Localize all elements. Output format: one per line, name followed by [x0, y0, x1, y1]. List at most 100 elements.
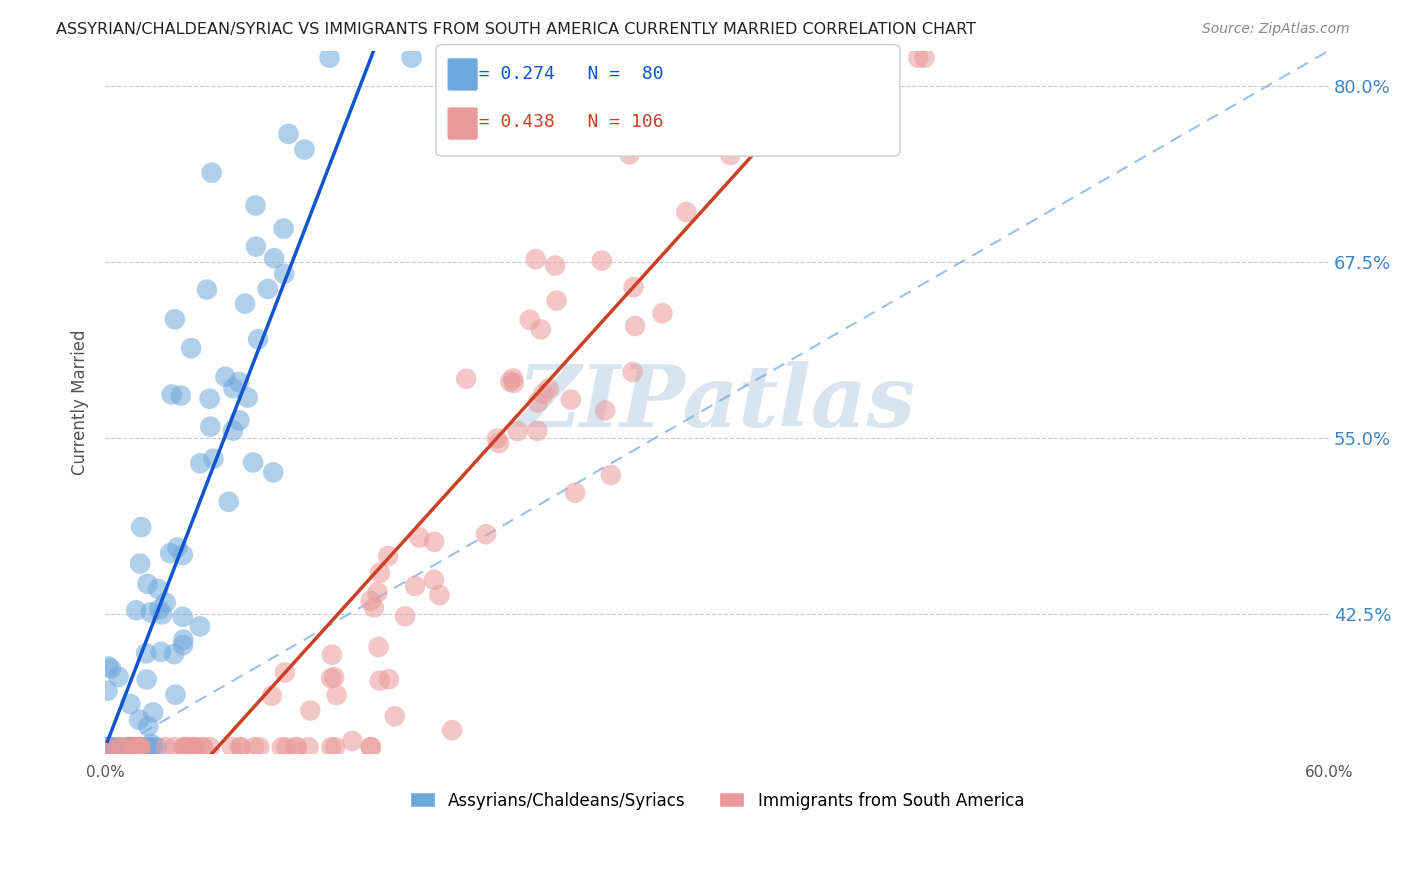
Point: [270, 740, 292, 755]
Point: [675, 205, 697, 219]
Point: [621, 365, 644, 379]
Point: [475, 527, 498, 541]
Point: [177, 740, 200, 755]
Point: [163, 647, 186, 661]
Point: [98, 740, 121, 755]
Point: [423, 534, 446, 549]
Point: [797, 51, 820, 65]
Point: [124, 740, 146, 755]
Point: [172, 548, 194, 562]
Point: [172, 638, 194, 652]
Point: [163, 312, 186, 326]
Text: R = 0.274   N =  80: R = 0.274 N = 80: [457, 65, 664, 83]
Point: [129, 520, 152, 534]
Point: [273, 267, 295, 281]
Point: [118, 740, 141, 755]
Point: [121, 740, 143, 755]
Point: [485, 432, 508, 446]
Point: [404, 579, 426, 593]
Point: [163, 740, 186, 755]
Point: [139, 740, 162, 755]
Point: [221, 740, 243, 755]
Point: [747, 51, 769, 65]
Point: [97, 740, 120, 755]
Point: [125, 740, 148, 755]
Point: [619, 147, 641, 161]
Point: [860, 51, 883, 65]
Point: [423, 573, 446, 587]
Point: [97, 740, 120, 755]
Point: [530, 322, 553, 336]
Point: [129, 557, 152, 571]
Point: [648, 71, 671, 86]
Point: [593, 403, 616, 417]
Point: [519, 313, 541, 327]
Point: [276, 740, 298, 755]
Point: [531, 387, 554, 401]
Point: [122, 740, 145, 755]
Point: [103, 740, 125, 755]
Point: [150, 607, 173, 622]
Point: [181, 740, 204, 755]
Point: [591, 253, 613, 268]
Point: [273, 221, 295, 235]
Point: [149, 645, 172, 659]
Point: [128, 740, 150, 755]
Point: [118, 740, 141, 755]
Point: [263, 252, 285, 266]
Point: [360, 594, 382, 608]
Point: [297, 740, 319, 755]
Point: [229, 740, 252, 755]
Point: [294, 143, 316, 157]
Point: [172, 609, 194, 624]
Point: [260, 689, 283, 703]
Point: [228, 413, 250, 427]
Point: [277, 127, 299, 141]
Point: [229, 740, 252, 755]
Point: [218, 495, 240, 509]
Point: [198, 392, 221, 406]
Point: [600, 468, 623, 483]
Point: [222, 381, 245, 395]
Point: [129, 740, 152, 755]
Point: [284, 740, 307, 755]
Point: [526, 424, 548, 438]
Point: [201, 166, 224, 180]
Point: [502, 371, 524, 385]
Point: [180, 341, 202, 355]
Point: [160, 387, 183, 401]
Point: [128, 713, 150, 727]
Point: [136, 577, 159, 591]
Point: [378, 672, 401, 686]
Point: [624, 318, 647, 333]
Point: [524, 252, 547, 267]
Point: [499, 375, 522, 389]
Point: [603, 96, 626, 111]
Point: [139, 605, 162, 619]
Point: [128, 740, 150, 755]
Point: [172, 632, 194, 647]
Point: [727, 51, 749, 65]
Point: [318, 51, 340, 65]
Point: [368, 566, 391, 580]
Point: [166, 541, 188, 555]
Point: [384, 709, 406, 723]
Point: [623, 280, 645, 294]
Point: [299, 703, 322, 717]
Point: [247, 740, 270, 755]
Point: [159, 546, 181, 560]
Point: [463, 51, 485, 65]
Point: [115, 740, 138, 755]
Point: [135, 673, 157, 687]
Point: [183, 740, 205, 755]
Point: [506, 424, 529, 438]
Legend: Assyrians/Chaldeans/Syriacs, Immigrants from South America: Assyrians/Chaldeans/Syriacs, Immigrants …: [404, 785, 1031, 816]
Point: [170, 388, 193, 402]
Point: [720, 51, 742, 65]
Point: [195, 283, 218, 297]
Point: [456, 372, 478, 386]
Point: [129, 740, 152, 755]
Point: [321, 740, 343, 755]
Point: [360, 740, 382, 755]
Point: [107, 670, 129, 684]
